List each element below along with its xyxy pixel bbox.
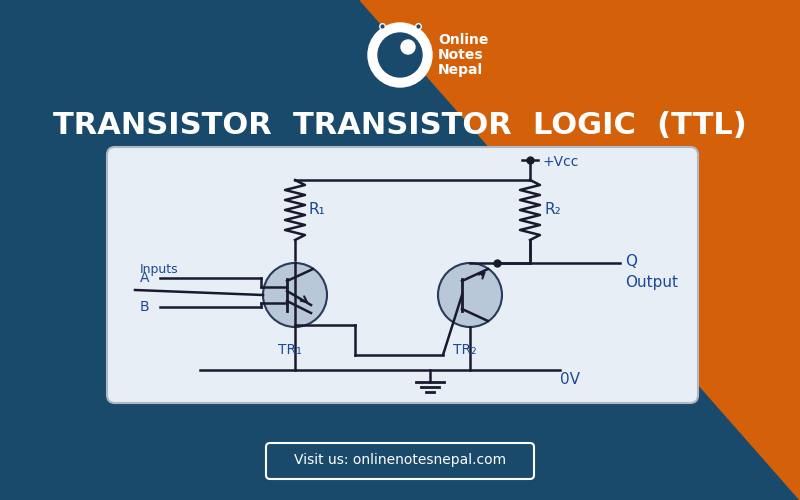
Text: B: B — [139, 300, 149, 314]
Circle shape — [378, 33, 422, 77]
Circle shape — [368, 23, 432, 87]
Text: Notes: Notes — [438, 48, 484, 62]
Text: +Vcc: +Vcc — [542, 155, 578, 169]
Text: 0V: 0V — [560, 372, 580, 387]
Circle shape — [263, 263, 327, 327]
Text: TRANSISTOR  TRANSISTOR  LOGIC  (TTL): TRANSISTOR TRANSISTOR LOGIC (TTL) — [53, 110, 747, 140]
Text: Visit us: onlinenotesnepal.com: Visit us: onlinenotesnepal.com — [294, 453, 506, 467]
Circle shape — [401, 40, 415, 54]
FancyBboxPatch shape — [107, 147, 698, 403]
Text: Output: Output — [625, 275, 678, 290]
Text: Inputs: Inputs — [140, 264, 178, 276]
Text: Online: Online — [438, 33, 488, 47]
Text: R₁: R₁ — [309, 202, 326, 218]
Text: TR₁: TR₁ — [278, 343, 302, 357]
Text: Q: Q — [625, 254, 637, 268]
Text: A: A — [139, 271, 149, 285]
Text: R₂: R₂ — [544, 202, 561, 218]
Circle shape — [438, 263, 502, 327]
Text: Nepal: Nepal — [438, 63, 483, 77]
Text: TR₂: TR₂ — [453, 343, 477, 357]
